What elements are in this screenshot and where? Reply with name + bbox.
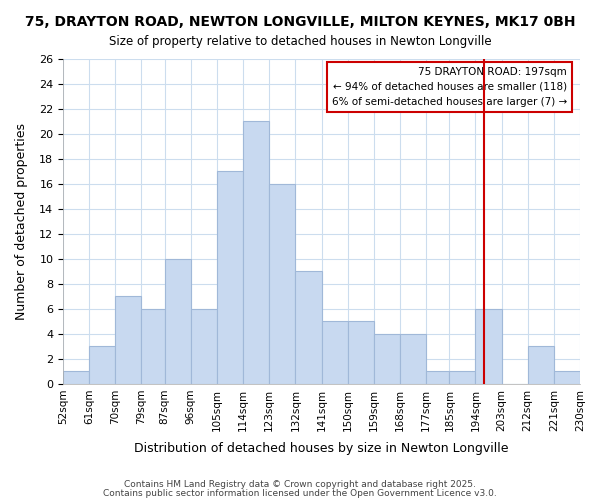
Bar [347,322,374,384]
Bar [142,309,165,384]
Bar [217,172,243,384]
Bar [449,372,475,384]
Bar [554,372,580,384]
Bar [295,272,322,384]
X-axis label: Distribution of detached houses by size in Newton Longville: Distribution of detached houses by size … [134,442,509,455]
Bar [191,309,217,384]
Bar [374,334,400,384]
Text: 75 DRAYTON ROAD: 197sqm
← 94% of detached houses are smaller (118)
6% of semi-de: 75 DRAYTON ROAD: 197sqm ← 94% of detache… [332,67,567,106]
Bar [475,309,502,384]
Y-axis label: Number of detached properties: Number of detached properties [15,123,28,320]
Text: Size of property relative to detached houses in Newton Longville: Size of property relative to detached ho… [109,35,491,48]
Text: Contains public sector information licensed under the Open Government Licence v3: Contains public sector information licen… [103,488,497,498]
Bar [89,346,115,384]
Bar [115,296,142,384]
Bar [269,184,295,384]
Bar [165,259,191,384]
Bar [243,122,269,384]
Bar [528,346,554,384]
Text: Contains HM Land Registry data © Crown copyright and database right 2025.: Contains HM Land Registry data © Crown c… [124,480,476,489]
Bar [322,322,347,384]
Bar [63,372,89,384]
Text: 75, DRAYTON ROAD, NEWTON LONGVILLE, MILTON KEYNES, MK17 0BH: 75, DRAYTON ROAD, NEWTON LONGVILLE, MILT… [25,15,575,29]
Bar [426,372,449,384]
Bar [400,334,426,384]
